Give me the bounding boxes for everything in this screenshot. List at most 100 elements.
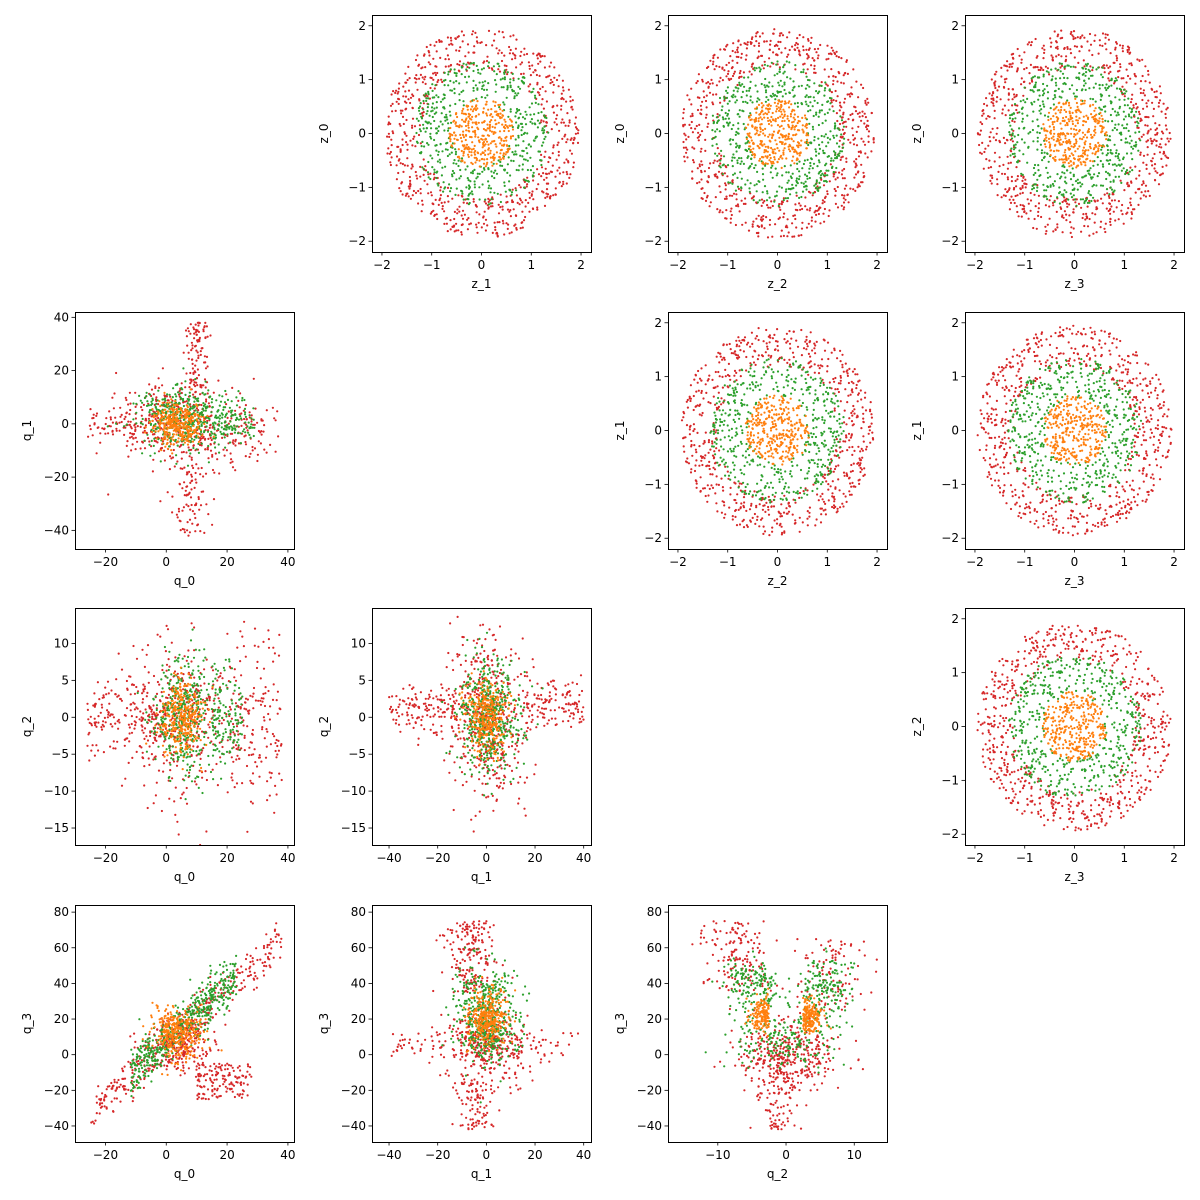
data-point xyxy=(454,113,458,116)
data-point xyxy=(804,72,808,75)
data-point xyxy=(988,92,991,95)
data-point xyxy=(1086,40,1089,43)
data-point xyxy=(490,130,494,133)
data-point xyxy=(992,104,995,107)
data-point xyxy=(101,427,104,430)
data-point xyxy=(1047,111,1051,114)
data-point xyxy=(1101,66,1104,69)
data-point xyxy=(784,92,787,95)
data-point xyxy=(1154,133,1157,136)
data-point xyxy=(460,125,463,128)
data-point xyxy=(830,166,834,169)
data-point xyxy=(1097,66,1100,69)
data-point xyxy=(756,144,759,147)
data-point xyxy=(1052,126,1055,129)
data-point xyxy=(818,90,821,93)
data-point xyxy=(576,141,580,144)
x-tick-label: 2 xyxy=(577,258,585,272)
data-point xyxy=(830,99,833,102)
data-point xyxy=(1088,199,1091,202)
data-point xyxy=(1152,115,1155,118)
data-point xyxy=(1014,155,1017,158)
data-point xyxy=(458,82,461,85)
data-point xyxy=(1053,90,1057,93)
data-point xyxy=(784,138,787,141)
data-point xyxy=(994,86,997,90)
data-point xyxy=(1089,104,1092,107)
data-point xyxy=(843,97,847,100)
data-point xyxy=(757,180,760,183)
data-point xyxy=(187,357,190,360)
data-point xyxy=(1100,130,1103,133)
data-point xyxy=(851,134,855,137)
data-point xyxy=(765,40,768,43)
data-point xyxy=(1023,141,1026,144)
data-point xyxy=(778,216,782,219)
data-point xyxy=(1014,143,1017,146)
data-point xyxy=(157,403,160,406)
data-point xyxy=(123,417,126,421)
data-point xyxy=(528,106,531,109)
data-point xyxy=(254,407,257,410)
data-point xyxy=(512,77,515,80)
data-point xyxy=(1120,138,1123,142)
data-point xyxy=(761,32,764,35)
data-point xyxy=(506,84,509,88)
data-point xyxy=(1076,132,1079,135)
data-point xyxy=(443,97,446,100)
data-point xyxy=(200,403,203,407)
data-point xyxy=(747,116,751,119)
data-point xyxy=(789,115,793,118)
data-point xyxy=(848,93,851,96)
data-point xyxy=(1012,112,1015,115)
data-point xyxy=(784,197,788,200)
data-point xyxy=(1091,53,1094,57)
data-point xyxy=(1131,147,1135,150)
data-point xyxy=(204,336,207,339)
data-point xyxy=(521,168,524,171)
data-point xyxy=(231,466,235,469)
data-point xyxy=(1085,114,1088,117)
data-point xyxy=(1105,188,1109,191)
data-point xyxy=(202,475,205,478)
data-point xyxy=(395,178,398,181)
data-point xyxy=(1009,124,1012,127)
data-point xyxy=(450,121,453,124)
data-point xyxy=(457,155,460,158)
data-point xyxy=(175,513,178,516)
data-point xyxy=(440,201,443,204)
data-point xyxy=(528,210,531,213)
data-point xyxy=(449,68,452,71)
data-point xyxy=(1001,172,1004,175)
data-point xyxy=(796,43,800,46)
data-point xyxy=(1111,120,1114,123)
data-point xyxy=(1015,185,1018,188)
data-point xyxy=(760,198,764,201)
data-point xyxy=(834,154,837,157)
data-point xyxy=(736,176,739,179)
data-point xyxy=(1012,148,1016,151)
data-point xyxy=(449,63,453,67)
data-point xyxy=(1076,105,1079,108)
data-point xyxy=(789,145,792,148)
data-point xyxy=(462,100,465,103)
data-point xyxy=(134,426,137,429)
data-point xyxy=(1117,76,1120,79)
data-point xyxy=(1093,39,1096,43)
data-point xyxy=(751,36,754,39)
data-point xyxy=(465,134,468,137)
data-point xyxy=(1114,77,1117,80)
data-point xyxy=(1029,63,1032,66)
data-point xyxy=(1078,137,1082,140)
data-point xyxy=(1097,172,1101,175)
data-point xyxy=(756,201,760,204)
data-point xyxy=(1072,37,1075,41)
data-point xyxy=(390,93,393,96)
data-point xyxy=(420,145,423,148)
data-point xyxy=(690,120,693,124)
data-point xyxy=(497,112,500,116)
data-point xyxy=(1026,198,1029,201)
series-0 xyxy=(681,28,875,239)
data-point xyxy=(709,59,712,62)
data-point xyxy=(1153,163,1157,166)
